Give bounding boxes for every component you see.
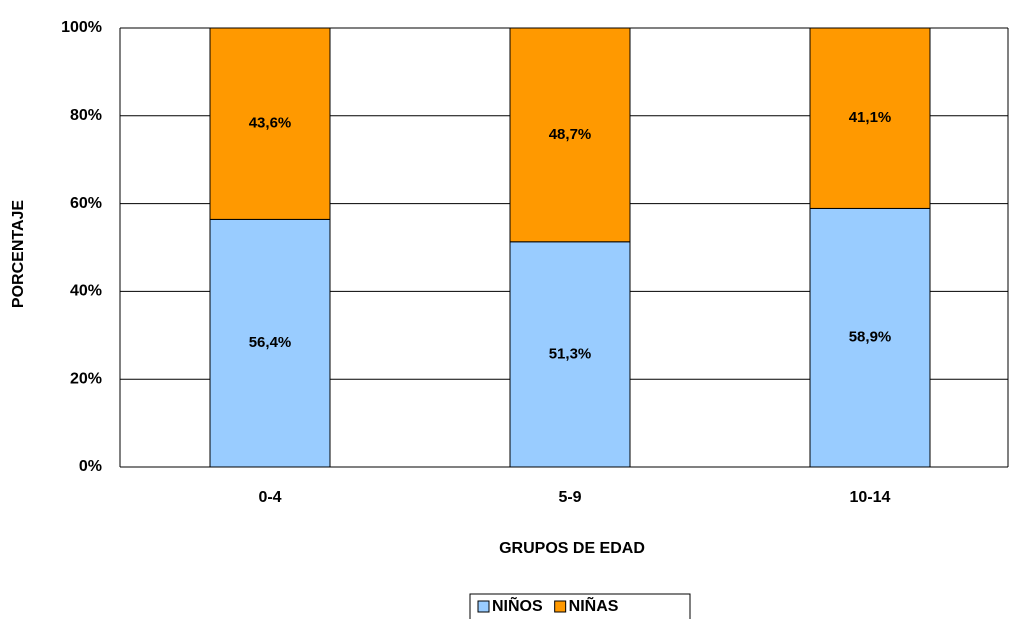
bar-segment [209,27,331,220]
legend-swatch [554,600,567,613]
data-label: 56,4% [249,334,292,351]
data-label: 58,9% [849,329,892,346]
y-tick-label: 100% [61,19,102,36]
bar-segment [509,241,631,468]
y-tick-label: 60% [70,195,102,212]
y-tick-label: 20% [70,370,102,387]
y-tick-label: 80% [70,107,102,124]
bar-segment [809,207,931,468]
data-label: 43,6% [249,115,292,132]
legend-box [469,593,691,619]
y-axis-title: PORCENTAJE [10,200,27,308]
legend-label: NIÑOS [492,595,543,615]
bar-segment [209,218,331,468]
x-axis-title: GRUPOS DE EDAD [499,540,645,557]
y-tick-label: 40% [70,283,102,300]
data-label: 41,1% [849,109,892,126]
x-tick-label: 10-14 [850,489,891,506]
x-tick-label: 5-9 [558,489,581,506]
bar-segment [509,27,631,243]
data-label: 48,7% [549,126,592,143]
legend-swatch [477,600,490,613]
y-tick-label: 0% [79,458,102,475]
bar-segment [809,27,931,209]
x-tick-label: 0-4 [258,489,281,506]
data-label: 51,3% [549,345,592,362]
legend-label: NIÑAS [569,595,619,615]
